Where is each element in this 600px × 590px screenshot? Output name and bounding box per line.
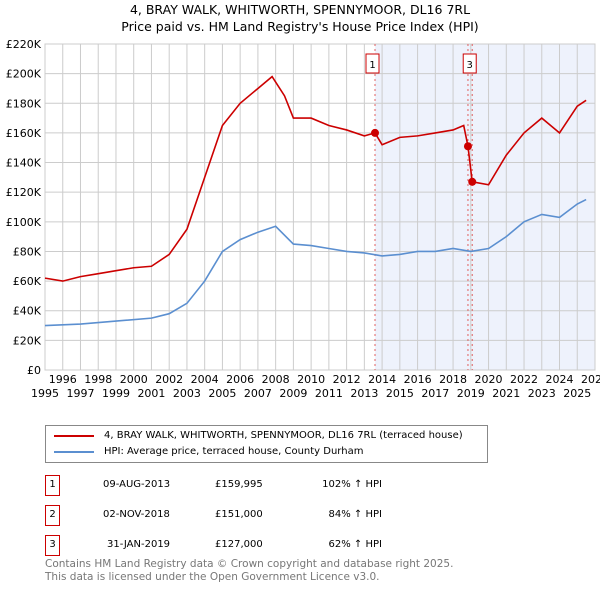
x-tick-label: 2005	[208, 387, 236, 400]
footer-line1: Contains HM Land Registry data © Crown c…	[45, 558, 454, 570]
legend-blue-line	[54, 450, 94, 453]
y-tick-label: £200K	[6, 68, 42, 81]
x-tick-label: 2025	[563, 387, 591, 400]
sale-point	[371, 128, 379, 137]
sale-hpi: 62% ↑ HPI	[328, 539, 382, 550]
sale-point	[463, 142, 472, 151]
sale-badge: 2	[45, 505, 60, 526]
legend-red-line	[54, 434, 94, 437]
footer: Contains HM Land Registry data © Crown c…	[45, 558, 453, 584]
sale-label: 1	[369, 60, 375, 71]
x-tick-label: 2011	[315, 387, 343, 400]
x-tick-label: 2004	[191, 373, 219, 386]
y-tick-label: £20K	[13, 334, 42, 347]
x-tick-label: 2026	[581, 373, 600, 386]
y-tick-label: £140K	[6, 157, 42, 170]
legend: 4, BRAY WALK, WHITWORTH, SPENNYMOOR, DL1…	[45, 425, 488, 463]
sale-price: £127,000	[215, 539, 263, 550]
y-tick-label: £40K	[13, 305, 42, 318]
plot-border	[44, 43, 596, 371]
sale-badge: 3	[45, 535, 60, 556]
x-tick-label: 2010	[297, 373, 325, 386]
x-tick-label: 2020	[475, 373, 503, 386]
y-tick-label: £120K	[6, 186, 42, 199]
y-tick-label: £100K	[6, 216, 42, 229]
x-tick-label: 2024	[546, 373, 574, 386]
x-tick-label: 2014	[368, 373, 396, 386]
sale-label: 3	[467, 60, 473, 71]
x-tick-label: 2006	[226, 373, 254, 386]
x-tick-label: 2018	[439, 373, 467, 386]
sale-price: £159,995	[215, 479, 263, 490]
x-tick-label: 1999	[102, 387, 130, 400]
x-tick-label: 2002	[155, 373, 183, 386]
footer-line2: This data is licensed under the Open Gov…	[45, 571, 380, 583]
x-tick-label: 2013	[350, 387, 378, 400]
y-tick-label: £0	[27, 364, 41, 377]
sale-price: £151,000	[215, 509, 263, 520]
sale-hpi: 102% ↑ HPI	[322, 479, 382, 490]
sale-row: 1 09-AUG-2013 £159,995 102% ↑ HPI	[45, 475, 445, 496]
chart-subtitle: Price paid vs. HM Land Registry's House …	[121, 19, 479, 34]
x-tick-label: 1995	[31, 387, 59, 400]
sale-row: 2 02-NOV-2018 £151,000 84% ↑ HPI	[45, 505, 445, 526]
x-tick-label: 2022	[510, 373, 538, 386]
x-tick-label: 2007	[244, 387, 272, 400]
sale-date: 02-NOV-2018	[103, 509, 170, 520]
sale-row: 3 31-JAN-2019 £127,000 62% ↑ HPI	[45, 535, 445, 556]
sale-badge: 1	[45, 475, 60, 496]
y-tick-label: £60K	[13, 275, 42, 288]
x-tick-label: 2015	[386, 387, 414, 400]
x-tick-label: 2008	[262, 373, 290, 386]
series-line	[44, 75, 587, 282]
sale-date: 09-AUG-2013	[103, 479, 171, 490]
x-tick-label: 2023	[528, 387, 556, 400]
y-tick-label: £220K	[6, 38, 42, 51]
x-tick-label: 2017	[421, 387, 449, 400]
x-tick-label: 1998	[84, 373, 112, 386]
price-chart: 1995199619971998199920002001200220032004…	[6, 38, 600, 400]
sale-hpi: 84% ↑ HPI	[328, 509, 382, 520]
sale-label-box	[462, 53, 477, 74]
x-tick-label: 2021	[492, 387, 520, 400]
legend-red-label: 4, BRAY WALK, WHITWORTH, SPENNYMOOR, DL1…	[104, 430, 463, 441]
y-tick-label: £160K	[6, 127, 42, 140]
sale-point	[468, 177, 477, 186]
x-tick-label: 2001	[137, 387, 165, 400]
x-tick-label: 2009	[279, 387, 307, 400]
x-tick-label: 2019	[457, 387, 485, 400]
shaded-region	[375, 44, 595, 370]
y-tick-label: £80K	[13, 245, 42, 258]
x-tick-label: 2003	[173, 387, 201, 400]
sale-date: 31-JAN-2019	[107, 539, 171, 550]
y-tick-label: £180K	[6, 97, 42, 110]
x-tick-label: 2012	[333, 373, 361, 386]
x-tick-label: 2000	[120, 373, 148, 386]
legend-blue-label: HPI: Average price, terraced house, Coun…	[104, 446, 364, 457]
sale-label-box	[365, 53, 380, 74]
x-tick-label: 1996	[49, 373, 77, 386]
x-tick-label: 2016	[404, 373, 432, 386]
x-tick-label: 1997	[66, 387, 94, 400]
series-line	[44, 198, 587, 327]
chart-title: 4, BRAY WALK, WHITWORTH, SPENNYMOOR, DL1…	[129, 2, 471, 17]
